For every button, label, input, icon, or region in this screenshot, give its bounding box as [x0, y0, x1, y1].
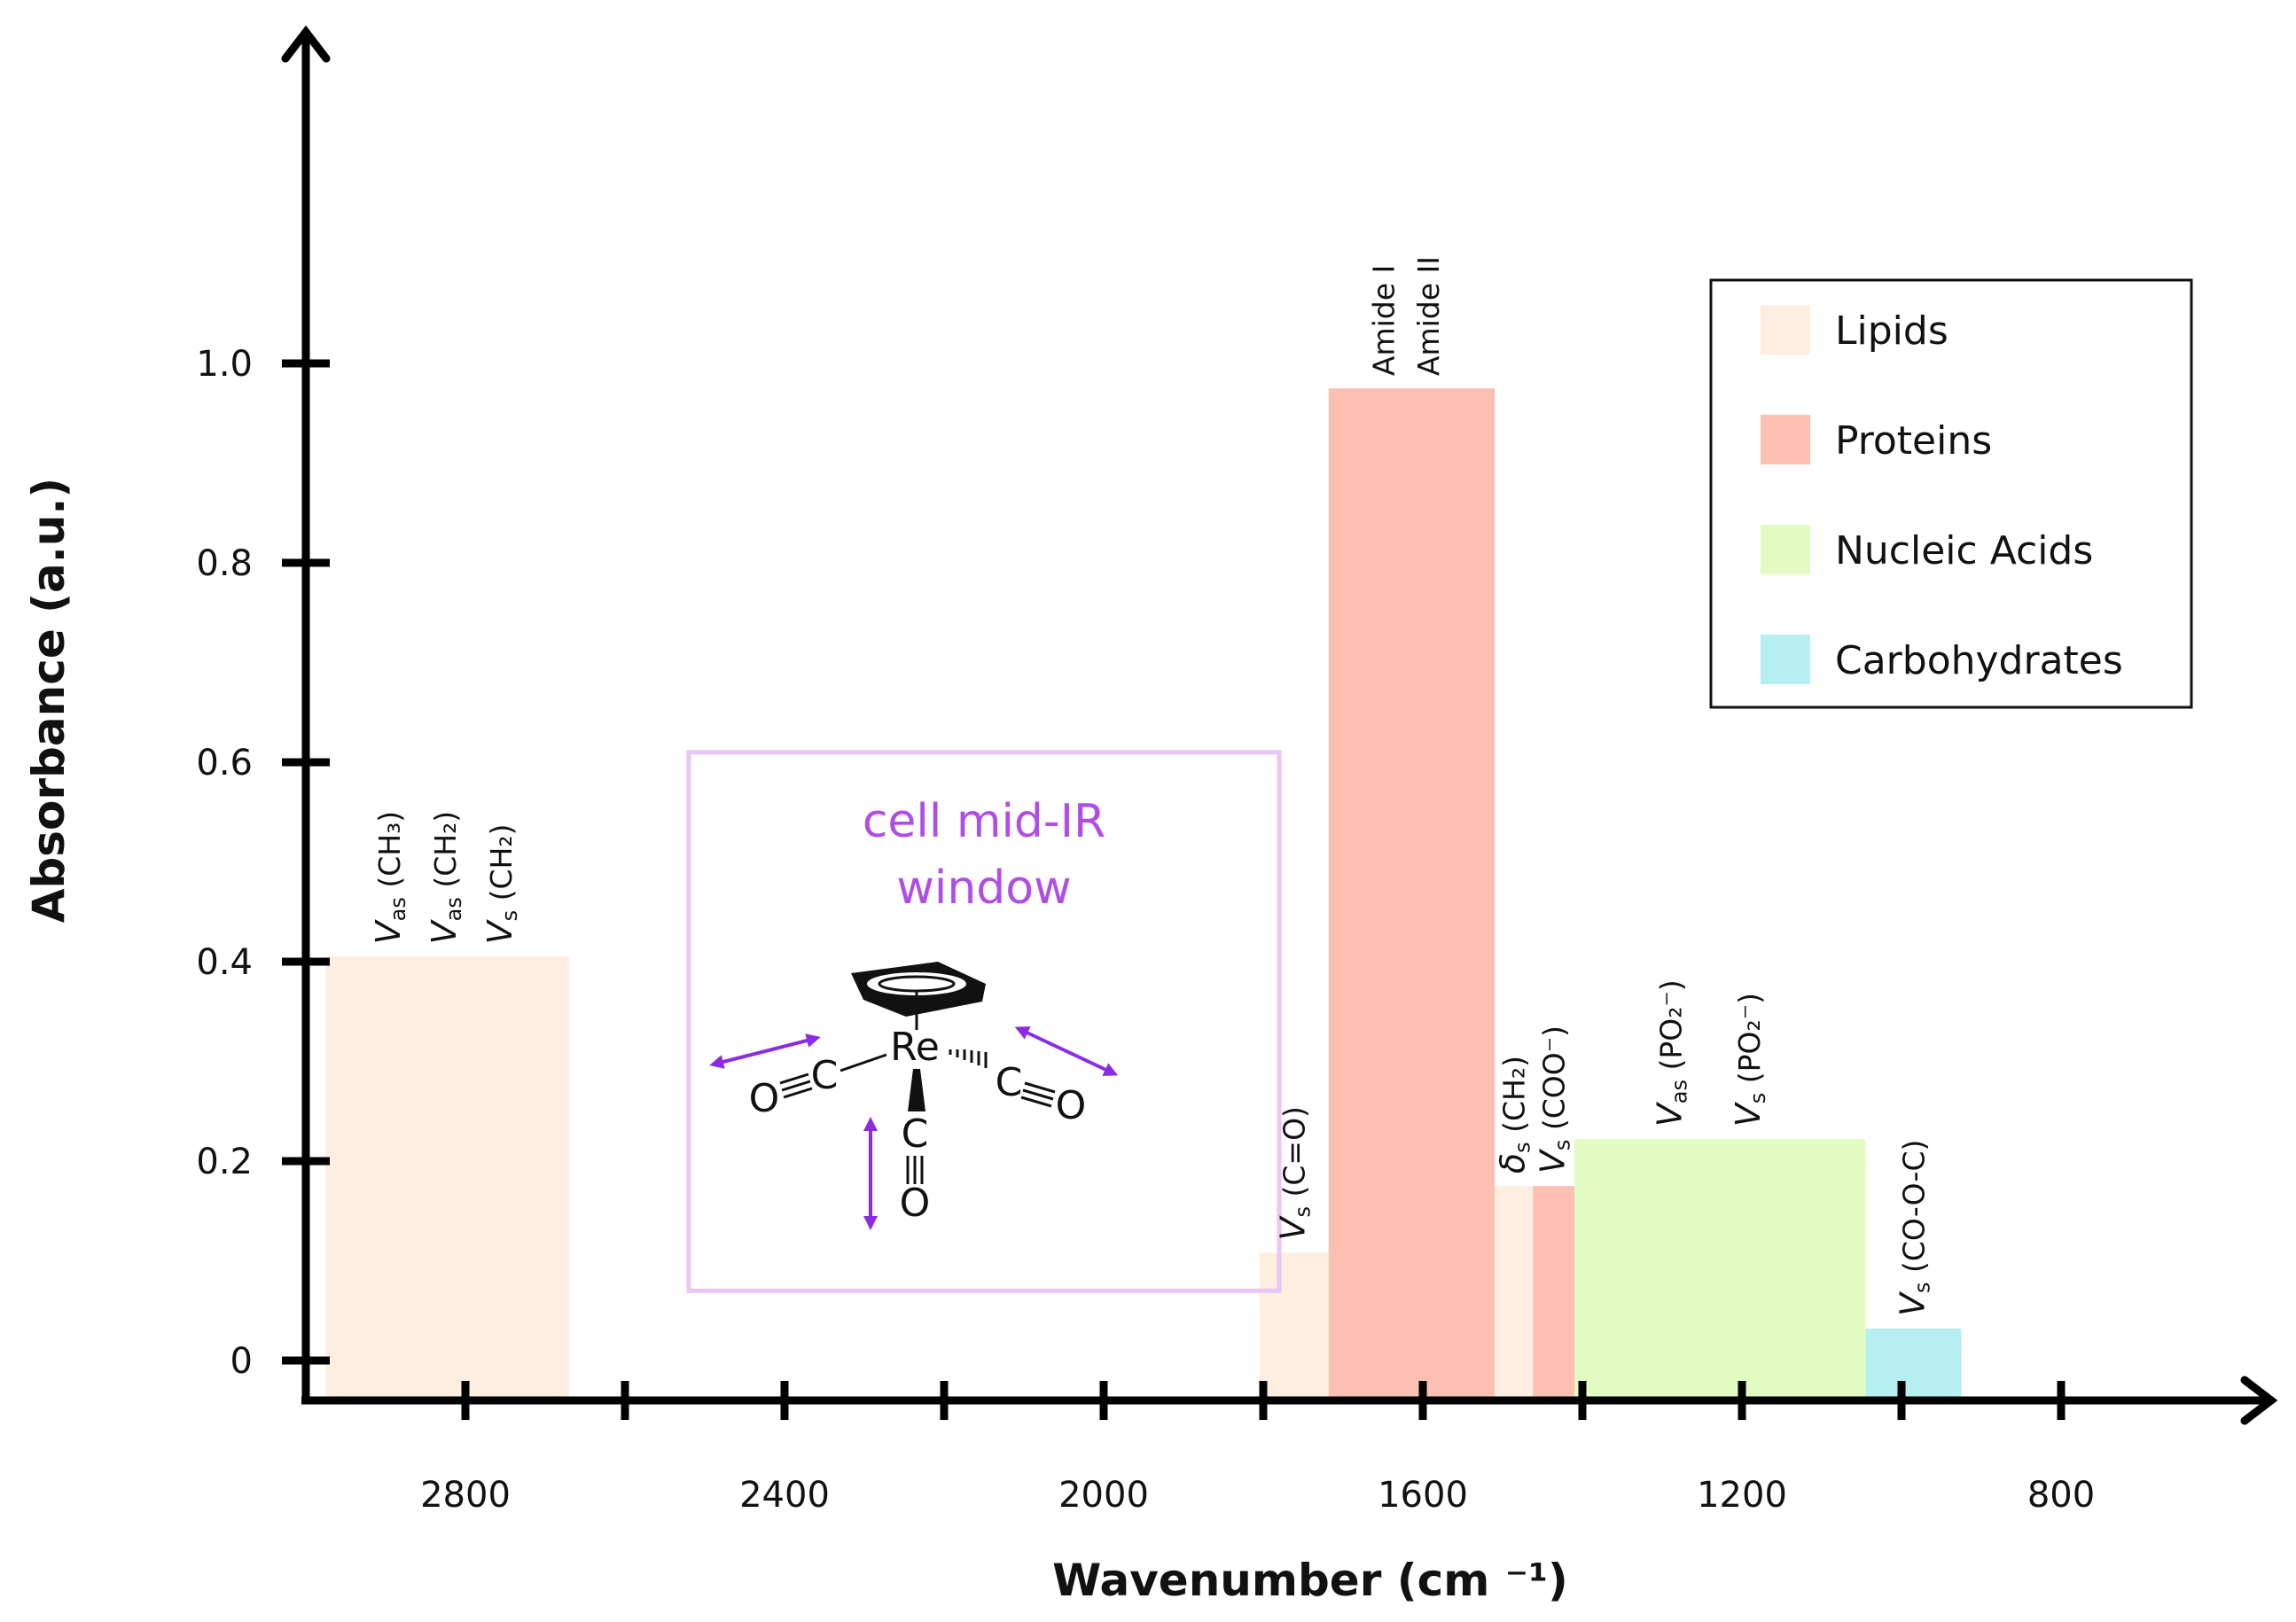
down-oxygen: O — [900, 1181, 931, 1226]
y-axis-title: Absorbance (a.u.) — [23, 478, 74, 923]
band-annotations: Vas (CH₃) Vas (CH₂) Vs (CH₂) Vs (C=O) Amide … — [369, 256, 1935, 1316]
right-triple-bond-3 — [1020, 1096, 1052, 1108]
band-proteins-4 — [1533, 1186, 1574, 1400]
band-label-3-0: δs (CH₂) — [1494, 1056, 1535, 1174]
axes: 2800 2400 2000 1600 1200 800 0 0.2 0.4 0.6 0.8 1.0… — [23, 25, 2278, 1606]
band-lipids-0 — [325, 956, 569, 1400]
legend-label-proteins: Proteins — [1835, 418, 1992, 464]
left-triple-bond-2 — [781, 1080, 811, 1092]
cpre-co3-molecule: Re C O C O C O — [709, 962, 1119, 1230]
band-carbohydrates-6 — [1865, 1329, 1962, 1400]
left-bond — [840, 1053, 887, 1072]
band-label-5-1: Vs (PO₂⁻) — [1729, 993, 1770, 1127]
x-tick-label-2400: 2400 — [739, 1475, 830, 1516]
x-tick-label-2800: 2800 — [420, 1475, 511, 1516]
band-lipids-3 — [1495, 1186, 1534, 1400]
x-tick-label-800: 800 — [2027, 1475, 2095, 1516]
band-label-2-0: Amide I — [1367, 265, 1402, 376]
y-axis-arrowhead — [281, 25, 331, 63]
band-lipids-1 — [1259, 1252, 1329, 1400]
x-tick-label-2000: 2000 — [1058, 1475, 1149, 1516]
y-tick-label-5: 1.0 — [196, 344, 253, 385]
y-tick-label-2: 0.4 — [196, 942, 253, 983]
right-triple-bond-2 — [1022, 1088, 1054, 1101]
down-wedge-bond — [908, 1069, 925, 1111]
bands-layer — [325, 388, 1962, 1400]
band-label-0-2: Vs (CH₂) — [480, 824, 522, 945]
x-axis-title: Wavenumber (cm ⁻¹) — [1052, 1555, 1568, 1606]
band-proteins-2 — [1328, 388, 1495, 1400]
mid-ir-window-title: cell mid-IR — [863, 795, 1105, 848]
x-tick-label-1200: 1200 — [1697, 1475, 1787, 1516]
left-carbon: C — [811, 1053, 839, 1098]
y-tick-label-1: 0.2 — [196, 1142, 253, 1182]
right-hashed-bond — [949, 1049, 988, 1068]
rhenium-atom: Re — [890, 1025, 940, 1070]
band-label-5-0: Vas (PO₂⁻) — [1650, 979, 1691, 1127]
left-triple-bond-1 — [779, 1072, 809, 1085]
y-tick-label-0: 0 — [230, 1341, 253, 1382]
band-nucleic-acids-5 — [1574, 1139, 1866, 1400]
right-triple-bond-1 — [1024, 1081, 1056, 1094]
legend-entries: Lipids Proteins Nucleic Acids Carbohydrates — [1761, 305, 2123, 684]
legend-swatch-carbohydrates — [1761, 635, 1810, 684]
legend-label-carbohydrates: Carbohydrates — [1835, 638, 2123, 683]
right-oxygen: O — [1056, 1083, 1087, 1128]
y-ticks: 0 0.2 0.4 0.6 0.8 1.0 — [196, 344, 330, 1382]
band-label-4-0: Vs (COO⁻) — [1534, 1025, 1575, 1174]
legend-label-lipids: Lipids — [1835, 308, 1948, 354]
right-vibration-arrow — [1014, 1026, 1119, 1076]
x-axis-arrowhead — [2240, 1376, 2278, 1425]
band-label-2-1: Amide II — [1411, 256, 1446, 376]
band-label-0-0: Vas (CH₃) — [369, 811, 410, 945]
band-label-0-1: Vas (CH₂) — [425, 811, 466, 945]
mid-ir-window-box — [686, 750, 1282, 1293]
left-vibration-arrow — [709, 1033, 821, 1069]
legend-swatch-proteins — [1761, 415, 1810, 464]
band-label-6-0: Vs (CO-O-C) — [1894, 1140, 1935, 1316]
y-tick-label-3: 0.6 — [196, 743, 253, 784]
mid-ir-window-subtitle: window — [896, 862, 1071, 915]
x-tick-label-1600: 1600 — [1378, 1475, 1468, 1516]
right-carbon: C — [996, 1060, 1023, 1105]
y-tick-label-4: 0.8 — [196, 543, 253, 584]
legend-swatch-lipids — [1761, 305, 1810, 355]
down-carbon: C — [902, 1111, 929, 1157]
left-triple-bond-3 — [783, 1087, 813, 1099]
legend-label-nucleic-acids: Nucleic Acids — [1835, 528, 2093, 573]
x-ticks: 2800 2400 2000 1600 1200 800 — [420, 1381, 2095, 1516]
legend: Lipids Proteins Nucleic Acids Carbohydrates — [1709, 278, 2193, 709]
left-oxygen: O — [749, 1076, 780, 1121]
legend-swatch-nucleic-acids — [1761, 525, 1810, 574]
mid-ir-window: cell mid-IR window — [686, 750, 1282, 1293]
band-label-1-0: Vs (C=O) — [1274, 1106, 1316, 1240]
